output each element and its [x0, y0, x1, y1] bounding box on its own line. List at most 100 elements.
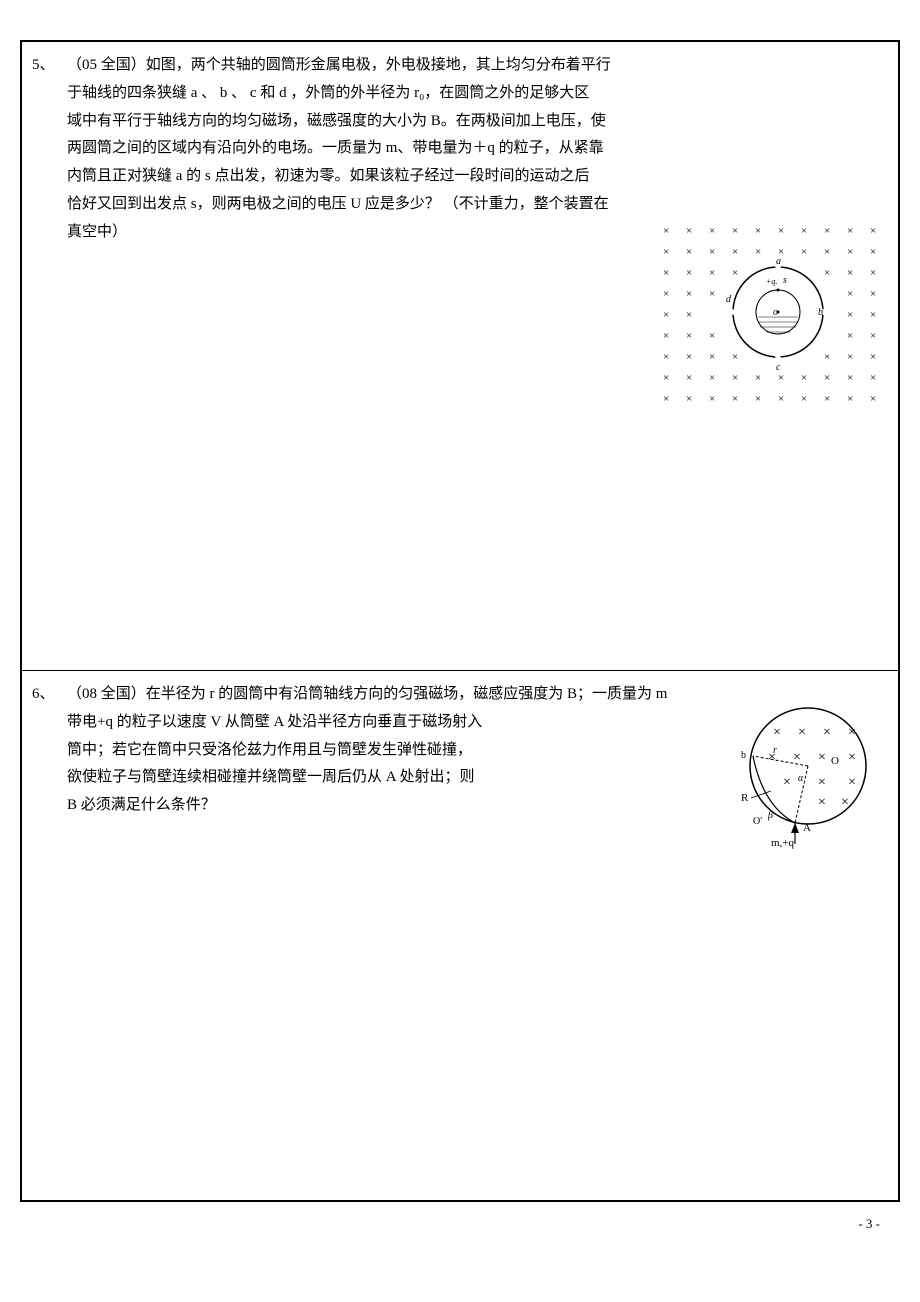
text-line: 内筒且正对狭缝 a 的 s 点出发，初速为零。如果该粒子经过一段时间的运动之后	[67, 163, 888, 191]
svg-text:×: ×	[709, 288, 715, 300]
svg-text:s: s	[783, 275, 787, 286]
svg-text:×: ×	[824, 225, 830, 237]
svg-text:b: b	[818, 307, 823, 318]
svg-text:×: ×	[732, 351, 738, 363]
svg-text:×: ×	[801, 246, 807, 258]
svg-text:×: ×	[755, 393, 761, 405]
svg-text:×: ×	[755, 246, 761, 258]
page-container: 5、 （05 全国）如图，两个共轴的圆筒形金属电极，外电极接地，其上均匀分布着平…	[20, 40, 900, 1202]
svg-text:×: ×	[870, 372, 876, 384]
svg-text:×: ×	[793, 750, 801, 765]
problem-source: （05 全国）	[67, 57, 146, 73]
diagram-labels: a b c d s o +q.	[726, 256, 823, 373]
svg-text:×: ×	[870, 330, 876, 342]
svg-text:×: ×	[801, 372, 807, 384]
svg-text:×: ×	[823, 725, 831, 740]
problem-source: （08 全国）	[67, 686, 146, 702]
svg-text:r: r	[773, 745, 777, 756]
svg-text:×: ×	[686, 309, 692, 321]
svg-text:×: ×	[870, 267, 876, 279]
svg-text:×: ×	[847, 393, 853, 405]
text-line: B 必须满足什么条件？	[67, 792, 577, 820]
svg-text:×: ×	[848, 750, 856, 765]
svg-text:R: R	[741, 792, 749, 804]
svg-text:×: ×	[686, 246, 692, 258]
svg-text:×: ×	[686, 372, 692, 384]
svg-text:×: ×	[686, 288, 692, 300]
text-line: 恰好又回到出发点 s，则两电极之间的电压 U 应是多少？ （不计重力，整个装置在	[67, 191, 888, 219]
svg-text:×: ×	[798, 725, 806, 740]
svg-text:×: ×	[755, 372, 761, 384]
svg-text:×: ×	[818, 775, 826, 790]
svg-text:×: ×	[686, 393, 692, 405]
svg-text:×: ×	[847, 288, 853, 300]
svg-text:×: ×	[847, 246, 853, 258]
diagram-6-svg: ×××× ×××× ××× ×× O r α	[723, 696, 883, 856]
svg-text:×: ×	[841, 795, 849, 810]
svg-text:×: ×	[870, 393, 876, 405]
inner-crosses: ×××× ×××× ××× ××	[768, 725, 856, 810]
svg-text:×: ×	[709, 225, 715, 237]
svg-text:×: ×	[847, 330, 853, 342]
svg-text:×: ×	[783, 775, 791, 790]
svg-text:O: O	[831, 755, 839, 767]
svg-text:×: ×	[848, 725, 856, 740]
problem-content-6: （08 全国）在半径为 r 的圆筒中有沿筒轴线方向的匀强磁场，磁感应强度为 B；…	[67, 671, 898, 1200]
svg-text:×: ×	[663, 267, 669, 279]
svg-text:×: ×	[709, 267, 715, 279]
svg-text:O': O'	[753, 816, 762, 827]
svg-text:×: ×	[778, 393, 784, 405]
svg-text:×: ×	[709, 393, 715, 405]
svg-text:×: ×	[824, 246, 830, 258]
svg-text:×: ×	[686, 351, 692, 363]
particle-label: m,+q	[771, 837, 795, 849]
svg-text:×: ×	[778, 225, 784, 237]
cross-grid: × × × × × × × × × × × × × × × × × × × × × × × × × × × × × × × × × × × ×…	[663, 225, 876, 405]
svg-text:×: ×	[686, 330, 692, 342]
svg-text:×: ×	[824, 267, 830, 279]
svg-text:×: ×	[686, 225, 692, 237]
problem-row-6: 6、 （08 全国）在半径为 r 的圆筒中有沿筒轴线方向的匀强磁场，磁感应强度为…	[21, 671, 899, 1201]
problem-number-6: 6、	[22, 671, 67, 1200]
svg-text:×: ×	[824, 372, 830, 384]
text-line: 筒中；若它在筒中只受洛伦兹力作用且与筒壁发生弹性碰撞，	[67, 737, 577, 765]
svg-text:×: ×	[818, 750, 826, 765]
problem-row-5: 5、 （05 全国）如图，两个共轴的圆筒形金属电极，外电极接地，其上均匀分布着平…	[21, 41, 899, 671]
problem-number-label: 5、	[32, 57, 55, 73]
svg-text:×: ×	[870, 246, 876, 258]
svg-text:×: ×	[773, 725, 781, 740]
svg-text:×: ×	[755, 225, 761, 237]
svg-text:×: ×	[663, 330, 669, 342]
svg-text:×: ×	[709, 246, 715, 258]
svg-text:×: ×	[870, 309, 876, 321]
diagram-problem-5: × × × × × × × × × × × × × × × × × × × × × × × × × × × × × × × × × × × ×…	[658, 222, 888, 422]
svg-text:×: ×	[847, 372, 853, 384]
svg-text:×: ×	[870, 288, 876, 300]
svg-text:×: ×	[801, 225, 807, 237]
svg-text:d: d	[726, 294, 732, 305]
diagram-problem-6: ×××× ×××× ××× ×× O r α	[723, 696, 883, 856]
text-line: 域中有平行于轴线方向的均匀磁场，磁感强度的大小为 B。在两极间加上电压，使	[67, 108, 888, 136]
text-line: 在半径为 r 的圆筒中有沿筒轴线方向的匀强磁场，磁感应强度为 B；一质量为 m	[146, 686, 668, 702]
svg-text:×: ×	[870, 225, 876, 237]
svg-text:×: ×	[847, 267, 853, 279]
diagram-5-svg: × × × × × × × × × × × × × × × × × × × × × × × × × × × × × × × × × × × ×…	[658, 222, 888, 422]
svg-text:c: c	[776, 362, 781, 373]
svg-text:×: ×	[847, 225, 853, 237]
svg-text:×: ×	[732, 372, 738, 384]
svg-text:×: ×	[732, 267, 738, 279]
page-number-text: - 3 -	[858, 1216, 880, 1231]
text-line: 如图，两个共轴的圆筒形金属电极，外电极接地，其上均匀分布着平行	[146, 57, 611, 73]
svg-text:×: ×	[848, 775, 856, 790]
problem-number-label: 6、	[32, 686, 55, 702]
svg-text:β: β	[767, 810, 773, 821]
svg-text:A: A	[803, 822, 811, 834]
svg-text:×: ×	[732, 393, 738, 405]
svg-text:×: ×	[824, 393, 830, 405]
svg-text:α: α	[798, 773, 804, 784]
svg-text:×: ×	[686, 267, 692, 279]
svg-text:×: ×	[663, 372, 669, 384]
svg-text:a: a	[776, 256, 781, 267]
svg-text:×: ×	[709, 351, 715, 363]
svg-text:b: b	[741, 750, 746, 761]
